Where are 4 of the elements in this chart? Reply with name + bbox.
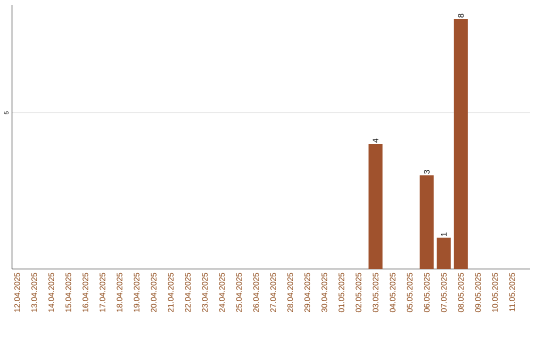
- bar: [436, 238, 451, 269]
- bar: [454, 19, 468, 269]
- bar: [420, 175, 434, 269]
- bar: [368, 144, 383, 269]
